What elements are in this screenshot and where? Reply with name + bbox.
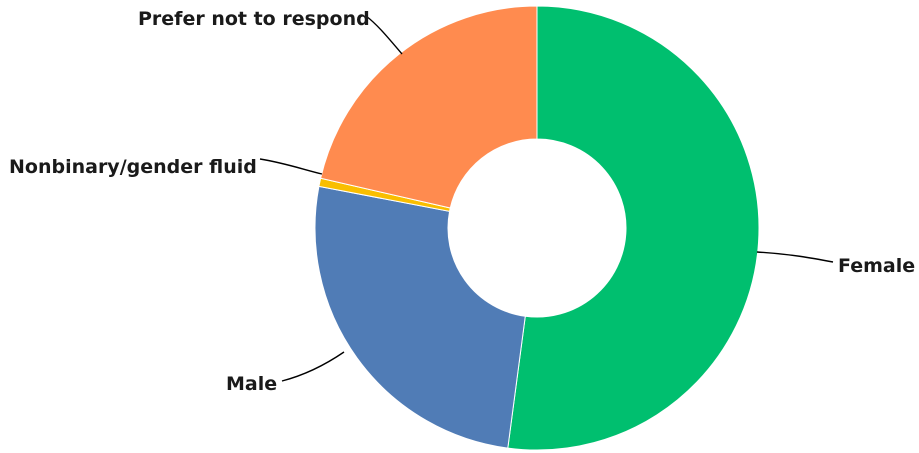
- leader-line-prefer-not-to-respond: [365, 15, 403, 55]
- leader-line-nonbinary-gender-fluid: [259, 158, 323, 175]
- slice-label-male: Male: [226, 373, 277, 395]
- slice-label-nonbinary-gender-fluid: Nonbinary/gender fluid: [9, 156, 257, 178]
- slice-prefer-not-to-respond: [320, 5, 538, 209]
- leader-line-male: [281, 351, 345, 382]
- slice-label-prefer-not-to-respond: Prefer not to respond: [138, 8, 370, 30]
- slice-female: [507, 5, 760, 451]
- slice-labels-group: Female Male Nonbinary/gender fluid Prefer n…: [9, 8, 915, 395]
- leader-lines-group: [259, 15, 834, 382]
- slice-label-female: Female: [838, 255, 915, 277]
- slices-group: [314, 5, 760, 451]
- leader-line-female: [756, 251, 834, 263]
- slice-male: [314, 185, 526, 449]
